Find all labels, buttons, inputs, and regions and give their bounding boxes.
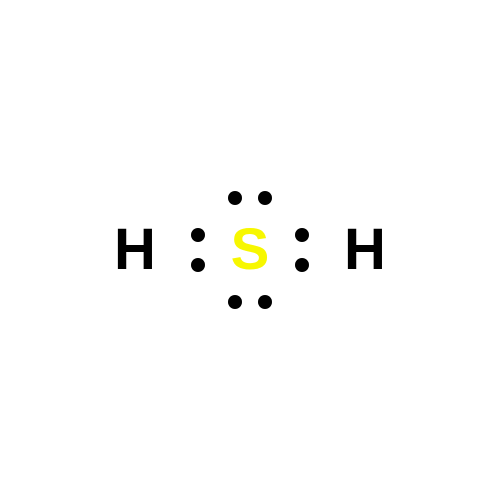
left-upper-dot <box>191 228 205 242</box>
right-lower-dot <box>295 258 309 272</box>
bottom-right-dot <box>258 295 272 309</box>
top-left-dot <box>228 191 242 205</box>
hydrogen-right: H <box>344 221 386 279</box>
sulfur-center: S <box>231 221 270 279</box>
bottom-left-dot <box>228 295 242 309</box>
hydrogen-left: H <box>114 221 156 279</box>
left-lower-dot <box>191 258 205 272</box>
lewis-structure: H S H <box>0 0 500 500</box>
top-right-dot <box>258 191 272 205</box>
right-upper-dot <box>295 228 309 242</box>
